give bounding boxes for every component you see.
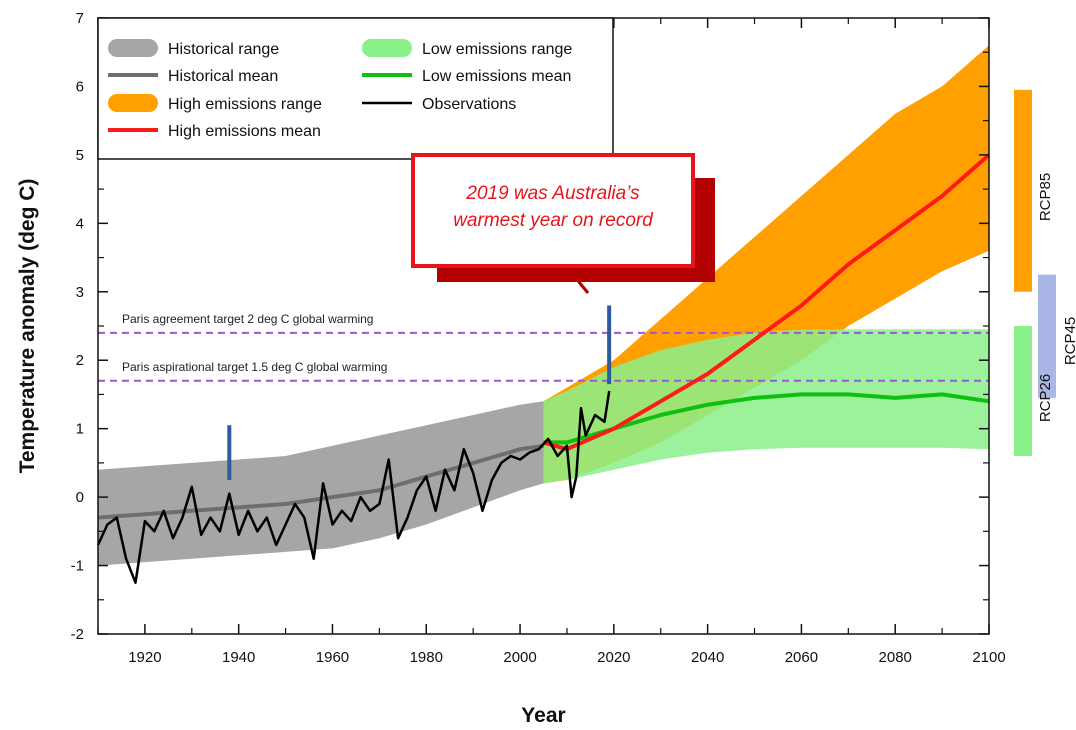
rcp-bar-rcp26	[1014, 326, 1032, 457]
historical-mean-line	[97, 443, 544, 520]
x-tick-label: 1920	[128, 649, 161, 666]
y-axis-title: Temperature anomaly (deg C)	[16, 179, 39, 474]
callout-text-line-0: 2019 was Australia’s	[465, 183, 640, 204]
legend-label-1: Historical mean	[168, 68, 278, 85]
paris-target-lines: Paris agreement target 2 deg C global wa…	[98, 312, 989, 382]
paris-target-label-1: Paris aspirational target 1.5 deg C glob…	[122, 360, 387, 374]
x-tick-label: 1980	[410, 649, 443, 666]
rcp-label-rcp45: RCP45	[1062, 317, 1076, 365]
y-tick-label: 6	[76, 78, 84, 95]
x-tick-label: 1940	[222, 649, 255, 666]
y-tick-label: 1	[76, 421, 84, 438]
legend-box	[97, 17, 614, 160]
x-tick-label: 2040	[691, 649, 724, 666]
x-tick-label: 2020	[597, 649, 630, 666]
legend: Historical range Historical mean High emis…	[97, 17, 614, 160]
rcp-bar-rcp45	[1038, 274, 1056, 398]
rcp-label-rcp85: RCP85	[1037, 173, 1054, 221]
y-tick-label: -2	[71, 626, 84, 643]
record-year-callout: 2019 was Australia’s warmest year on reco…	[411, 153, 715, 294]
legend-swatch-0	[108, 39, 158, 57]
legend-label-3: High emissions mean	[168, 123, 321, 140]
mean-series-lines	[96, 153, 991, 584]
y-tick-label: 0	[76, 489, 84, 506]
y-tick-label: 2	[76, 352, 84, 369]
x-tick-label: 1960	[316, 649, 349, 666]
legend-label-4: Low emissions range	[422, 41, 572, 58]
legend-label-5: Low emissions mean	[422, 68, 571, 85]
x-axis-title: Year	[521, 704, 565, 727]
low-emissions-range-band	[543, 329, 989, 484]
legend-label-0: Historical range	[168, 41, 279, 58]
y-tick-label: 4	[76, 215, 84, 232]
uncertainty-markers	[227, 305, 612, 480]
x-tick-label: 2000	[503, 649, 536, 666]
rcp-range-bars: RCP85 RCP45 RCP26	[1014, 89, 1076, 457]
paris-target-label-0: Paris agreement target 2 deg C global wa…	[122, 312, 373, 326]
y-tick-label: 5	[76, 147, 84, 164]
low-emissions-mean-line	[543, 392, 990, 445]
legend-label-6: Observations	[422, 96, 516, 113]
y-tick-label: 3	[76, 284, 84, 301]
callout-pointer	[563, 264, 590, 294]
observations-line	[96, 390, 611, 584]
x-tick-label: 2100	[972, 649, 1005, 666]
callout-box	[411, 153, 695, 268]
y-tick-label: -1	[71, 558, 84, 575]
y-tick-label: 7	[76, 10, 84, 27]
historical-range-band	[98, 401, 544, 566]
rcp-label-rcp26: RCP26	[1037, 374, 1054, 422]
rcp-bar-rcp85	[1014, 89, 1032, 292]
high-emissions-mean-line	[542, 153, 991, 452]
callout-text-line-1: warmest year on record	[453, 210, 654, 231]
axes: 1920 1940 1960 1980 2000 2020 2040 2060 2080 2100…	[16, 10, 1006, 727]
x-tick-label: 2080	[879, 649, 912, 666]
legend-swatch-4	[362, 39, 412, 57]
range-bands	[98, 45, 989, 566]
x-tick-label: 2060	[785, 649, 818, 666]
legend-swatch-2	[108, 94, 158, 112]
legend-label-2: High emissions range	[168, 96, 322, 113]
